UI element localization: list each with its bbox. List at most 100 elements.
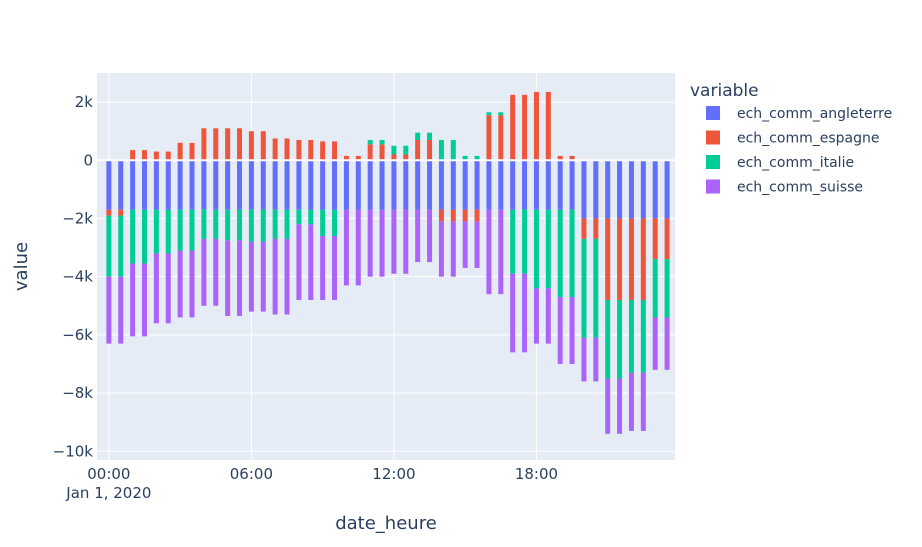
bar-segment-ech_comm_suisse — [296, 224, 302, 300]
bar-segment-ech_comm_italie — [569, 209, 575, 298]
bar-segment-ech_comm_suisse — [510, 273, 516, 353]
bar-segment-ech_comm_italie — [498, 112, 504, 116]
bar-segment-ech_comm_angleterre — [403, 160, 409, 210]
bar-segment-ech_comm_italie — [391, 145, 397, 155]
bar-segment-ech_comm_angleterre — [260, 160, 266, 210]
bar-segment-ech_comm_suisse — [308, 224, 314, 300]
bar-segment-ech_comm_angleterre — [225, 160, 231, 210]
y-tick-label: −2k — [62, 209, 93, 227]
bar-segment-ech_comm_suisse — [415, 209, 421, 263]
bar-segment-ech_comm_espagne — [569, 155, 575, 161]
bar-segment-ech_comm_espagne — [332, 141, 338, 161]
bar-segment-ech_comm_angleterre — [462, 160, 468, 210]
bar-segment-ech_comm_espagne — [201, 128, 207, 161]
bar-segment-ech_comm_italie — [581, 238, 587, 338]
legend-label: ech_comm_italie — [737, 155, 854, 171]
bar-segment-ech_comm_suisse — [260, 241, 266, 312]
bar-segment-ech_comm_angleterre — [379, 160, 385, 210]
bar-segment-ech_comm_suisse — [533, 288, 539, 344]
bar-segment-ech_comm_espagne — [153, 151, 159, 161]
bar-segment-ech_comm_espagne — [617, 218, 623, 300]
legend-swatch-ech_comm_espagne — [706, 130, 720, 145]
bar-segment-ech_comm_italie — [557, 209, 563, 298]
bar-segment-ech_comm_italie — [260, 209, 266, 242]
bar-segment-ech_comm_italie — [533, 209, 539, 289]
bar-segment-ech_comm_italie — [593, 238, 599, 338]
bar-segment-ech_comm_italie — [474, 155, 480, 161]
bar-segment-ech_comm_suisse — [557, 297, 563, 364]
bar-segment-ech_comm_angleterre — [355, 160, 361, 210]
bar-segment-ech_comm_angleterre — [664, 160, 670, 219]
bar-segment-ech_comm_suisse — [545, 288, 551, 344]
bar-segment-ech_comm_suisse — [320, 235, 326, 300]
bar-segment-ech_comm_espagne — [343, 155, 349, 161]
bar-segment-ech_comm_suisse — [640, 372, 646, 431]
y-axis-ticks: 2k 0 −2k −4k −6k −8k −10k — [53, 93, 94, 460]
y-tick-label: 2k — [75, 93, 94, 111]
x-tick-sublabel: Jan 1, 2020 — [65, 484, 151, 502]
bar-segment-ech_comm_espagne — [557, 155, 563, 161]
bar-segment-ech_comm_suisse — [379, 209, 385, 277]
bar-segment-ech_comm_suisse — [189, 250, 195, 318]
bar-segment-ech_comm_espagne — [260, 131, 266, 161]
bar-segment-ech_comm_angleterre — [343, 160, 349, 210]
bar-segment-ech_comm_suisse — [498, 209, 504, 295]
bar-segment-ech_comm_suisse — [201, 238, 207, 306]
bars — [106, 91, 670, 434]
bar-segment-ech_comm_angleterre — [106, 160, 112, 210]
bar-segment-ech_comm_italie — [427, 132, 433, 140]
bar-segment-ech_comm_suisse — [118, 276, 124, 344]
bar-segment-ech_comm_italie — [652, 259, 658, 318]
bar-segment-ech_comm_angleterre — [177, 160, 183, 210]
bar-segment-ech_comm_angleterre — [510, 160, 516, 210]
bar-segment-ech_comm_espagne — [272, 138, 278, 161]
x-tick-label: 12:00 — [372, 465, 415, 483]
x-axis-title: date_heure — [335, 513, 437, 534]
bar-segment-ech_comm_italie — [284, 209, 290, 239]
bar-segment-ech_comm_italie — [272, 209, 278, 239]
bar-segment-ech_comm_espagne — [486, 115, 492, 161]
bar-segment-ech_comm_italie — [320, 209, 326, 236]
bar-segment-ech_comm_angleterre — [450, 160, 456, 210]
bar-segment-ech_comm_angleterre — [213, 160, 219, 210]
bar-segment-ech_comm_espagne — [391, 154, 397, 161]
bar-segment-ech_comm_suisse — [213, 238, 219, 306]
bar-segment-ech_comm_suisse — [605, 378, 611, 434]
bar-segment-ech_comm_suisse — [652, 317, 658, 370]
bar-segment-ech_comm_espagne — [165, 151, 171, 161]
bar-segment-ech_comm_italie — [617, 299, 623, 379]
bar-segment-ech_comm_espagne — [225, 128, 231, 161]
bar-segment-ech_comm_angleterre — [545, 160, 551, 210]
bar-segment-ech_comm_suisse — [248, 241, 254, 312]
bar-segment-ech_comm_espagne — [605, 218, 611, 300]
legend-label: ech_comm_espagne — [737, 131, 879, 147]
bar-segment-ech_comm_italie — [415, 132, 421, 140]
bar-segment-ech_comm_espagne — [498, 115, 504, 161]
bar-segment-ech_comm_suisse — [438, 221, 444, 277]
x-tick-label: 18:00 — [515, 465, 558, 483]
bar-segment-ech_comm_italie — [308, 209, 314, 225]
bar-segment-ech_comm_espagne — [581, 218, 587, 239]
bar-segment-ech_comm_suisse — [332, 235, 338, 300]
bar-segment-ech_comm_italie — [379, 139, 385, 145]
bar-segment-ech_comm_italie — [130, 209, 136, 264]
bar-segment-ech_comm_suisse — [462, 221, 468, 268]
bar-segment-ech_comm_espagne — [628, 218, 634, 300]
bar-segment-ech_comm_espagne — [320, 141, 326, 161]
bar-segment-ech_comm_italie — [367, 139, 373, 145]
bar-segment-ech_comm_angleterre — [237, 160, 243, 210]
bar-segment-ech_comm_espagne — [308, 139, 314, 161]
bar-segment-ech_comm_espagne — [177, 142, 183, 161]
bar-segment-ech_comm_italie — [486, 112, 492, 116]
bar-segment-ech_comm_suisse — [617, 378, 623, 434]
bar-segment-ech_comm_espagne — [130, 150, 136, 161]
bar-segment-ech_comm_italie — [640, 299, 646, 373]
bar-segment-ech_comm_espagne — [462, 209, 468, 222]
bar-segment-ech_comm_suisse — [391, 209, 397, 274]
bar-segment-ech_comm_italie — [177, 209, 183, 251]
bar-segment-ech_comm_italie — [605, 299, 611, 379]
bar-segment-ech_comm_angleterre — [415, 160, 421, 210]
bar-segment-ech_comm_angleterre — [486, 160, 492, 210]
bar-segment-ech_comm_suisse — [272, 238, 278, 315]
y-tick-label: −6k — [62, 326, 93, 344]
